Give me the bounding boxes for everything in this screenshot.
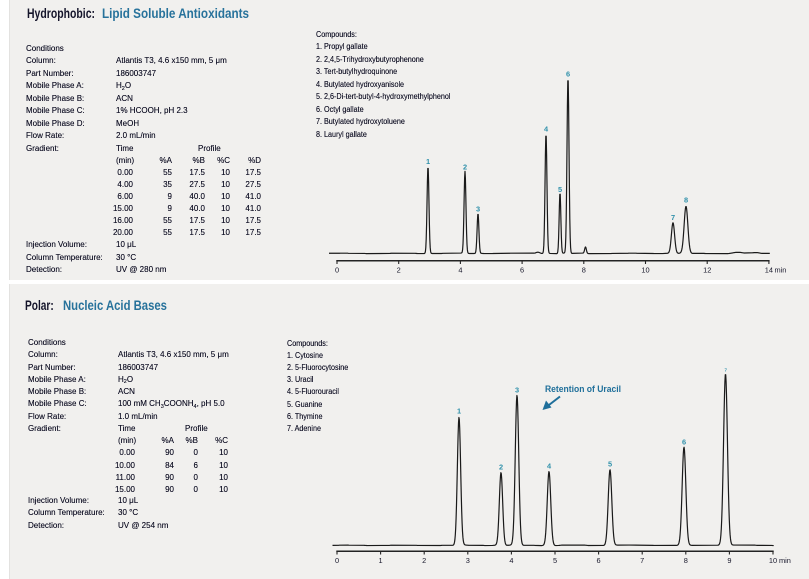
svg-text:3: 3 — [476, 205, 480, 214]
svg-text:1: 1 — [379, 556, 383, 565]
svg-text:7: 7 — [640, 556, 644, 565]
svg-text:2: 2 — [499, 463, 503, 472]
svg-text:12: 12 — [703, 266, 711, 275]
svg-text:7: 7 — [671, 213, 675, 222]
svg-text:8: 8 — [684, 196, 688, 205]
svg-text:4: 4 — [547, 462, 552, 471]
svg-text:0: 0 — [335, 556, 339, 565]
svg-text:6: 6 — [566, 70, 570, 79]
svg-text:1: 1 — [426, 157, 430, 166]
svg-text:5: 5 — [608, 460, 612, 469]
svg-text:8: 8 — [582, 266, 586, 275]
svg-text:4: 4 — [458, 266, 462, 275]
svg-text:5: 5 — [553, 556, 557, 565]
svg-text:2: 2 — [422, 556, 426, 565]
svg-text:14: 14 — [765, 266, 773, 275]
svg-text:0: 0 — [335, 266, 339, 275]
svg-text:8: 8 — [684, 556, 688, 565]
svg-text:1: 1 — [457, 407, 461, 416]
svg-text:2: 2 — [397, 266, 401, 275]
svg-text:3: 3 — [466, 556, 470, 565]
svg-text:5: 5 — [558, 185, 562, 194]
svg-text:min: min — [779, 556, 791, 565]
svg-text:4: 4 — [544, 125, 549, 134]
svg-text:10: 10 — [641, 266, 649, 275]
svg-text:3: 3 — [515, 386, 519, 395]
svg-text:2: 2 — [463, 163, 467, 172]
svg-text:6: 6 — [520, 266, 524, 275]
svg-text:7: 7 — [725, 368, 728, 373]
svg-text:10: 10 — [769, 556, 777, 565]
svg-text:9: 9 — [727, 556, 731, 565]
svg-text:4: 4 — [509, 556, 513, 565]
svg-text:min: min — [775, 266, 787, 275]
svg-text:6: 6 — [682, 438, 686, 447]
svg-text:6: 6 — [597, 556, 601, 565]
